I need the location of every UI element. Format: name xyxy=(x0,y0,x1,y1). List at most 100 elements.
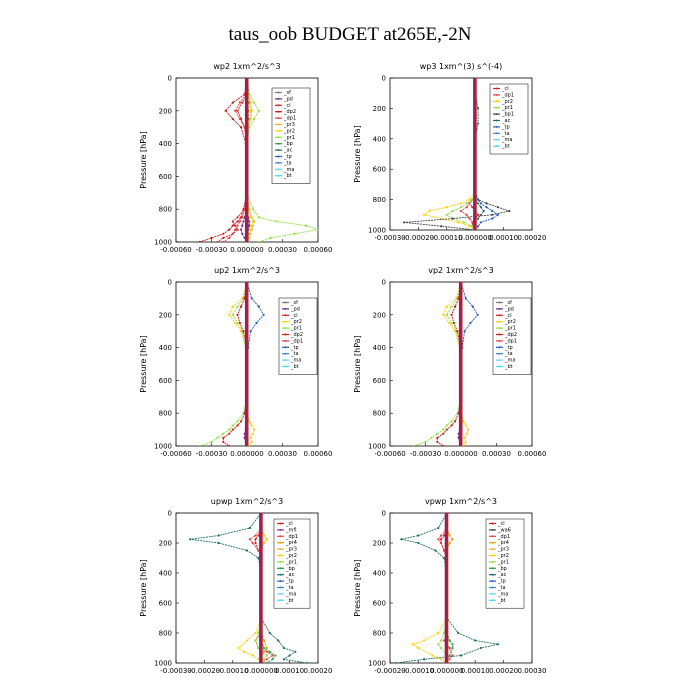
legend-label: _cl xyxy=(290,313,298,319)
data-point xyxy=(442,556,446,560)
legend-marker xyxy=(284,359,287,362)
y-tick-label: 400 xyxy=(373,135,386,143)
y-tick-label: 400 xyxy=(159,344,172,352)
data-point xyxy=(250,424,253,427)
data-point xyxy=(257,631,260,635)
data-point xyxy=(452,321,455,325)
legend-marker xyxy=(284,333,287,336)
series-line-dp2 xyxy=(436,282,462,446)
x-tick-label: 0.00020 xyxy=(489,667,518,675)
legend-label: _pr4 xyxy=(285,540,297,546)
data-point xyxy=(231,220,234,223)
data-point xyxy=(440,639,443,642)
y-axis-label: Pressure [hPa] xyxy=(353,125,362,182)
y-tick-label: 0 xyxy=(168,279,172,287)
legend-marker xyxy=(279,592,282,595)
series-group xyxy=(189,513,308,663)
legend-label: _dp2 xyxy=(290,332,303,338)
data-point xyxy=(249,436,252,439)
data-point xyxy=(459,654,463,657)
data-point xyxy=(236,424,239,427)
legend-marker xyxy=(491,599,494,602)
legend-label: _ta xyxy=(501,131,510,137)
data-point xyxy=(422,658,426,661)
legend-marker xyxy=(284,307,287,310)
legend-marker xyxy=(284,339,287,342)
series-line-pr1 xyxy=(413,282,462,446)
data-point xyxy=(394,661,397,663)
panel-title: upwp 1xm^2/s^3 xyxy=(211,497,283,506)
data-point xyxy=(222,232,225,235)
data-point xyxy=(262,534,266,537)
data-point xyxy=(249,228,252,231)
data-point xyxy=(434,549,437,552)
data-point xyxy=(445,428,448,431)
data-point xyxy=(251,208,255,211)
data-point xyxy=(210,236,213,239)
data-point xyxy=(476,213,480,216)
legend-marker xyxy=(495,93,498,96)
data-point xyxy=(508,209,511,213)
legend-marker xyxy=(491,548,494,551)
data-point xyxy=(430,436,433,439)
data-point xyxy=(277,639,280,642)
panel-title: wp3 1xm^(3) s^(-4) xyxy=(420,62,503,71)
legend-label: _bp1 xyxy=(501,112,514,118)
data-point xyxy=(459,209,463,213)
legend-label: _ac xyxy=(285,572,295,578)
y-tick-label: 0 xyxy=(382,510,386,518)
data-point xyxy=(231,313,234,316)
data-point xyxy=(254,639,257,642)
legend-marker xyxy=(277,110,280,113)
legend-label: _sf xyxy=(504,300,512,306)
data-point xyxy=(224,109,227,112)
legend-label: _cl xyxy=(497,521,505,527)
legend-label: _mfl xyxy=(285,527,297,533)
data-point xyxy=(456,330,459,333)
legend-label: _tp xyxy=(283,154,292,160)
y-tick-label: 1000 xyxy=(154,239,172,247)
data-point xyxy=(442,534,446,537)
x-tick-label: 0.000000 xyxy=(230,246,263,254)
x-tick-label: -0.00060 xyxy=(374,450,405,458)
x-tick-label: 0.00060 xyxy=(304,450,333,458)
data-point xyxy=(451,646,454,650)
data-point xyxy=(251,220,255,223)
data-point xyxy=(471,225,474,228)
x-tick-label: 0.00030 xyxy=(482,450,511,458)
data-point xyxy=(316,228,318,231)
data-point xyxy=(248,220,251,223)
legend-marker xyxy=(284,365,287,368)
x-tick-label: 0.00060 xyxy=(518,450,547,458)
legend-label: _dp1 xyxy=(504,338,517,344)
legend-label: _bt xyxy=(504,364,513,370)
legend-label: _cl xyxy=(283,103,291,109)
legend-label: _dp2 xyxy=(504,332,517,338)
data-point xyxy=(442,428,445,431)
data-point xyxy=(445,313,448,316)
legend-marker xyxy=(491,580,494,583)
x-tick-label: -0.00020 xyxy=(374,667,405,675)
data-point xyxy=(238,321,241,325)
data-point xyxy=(485,206,488,209)
data-point xyxy=(479,206,482,209)
data-point xyxy=(440,538,443,541)
x-tick-label: 0.000000 xyxy=(430,667,463,675)
data-point xyxy=(448,534,451,537)
data-point xyxy=(265,658,268,661)
data-point xyxy=(424,440,427,443)
data-point xyxy=(251,541,254,545)
x-tick-label: -0.00010 xyxy=(431,234,462,242)
data-point xyxy=(248,224,251,227)
data-point xyxy=(465,213,468,216)
legend-label: _ta xyxy=(290,351,299,357)
legend-marker xyxy=(491,541,494,544)
data-point xyxy=(451,643,454,646)
legend-marker xyxy=(491,528,494,531)
x-tick-label: 0.000000 xyxy=(244,667,277,675)
x-tick-label: 0.00020 xyxy=(518,234,547,242)
series-line-dp1 xyxy=(223,78,248,242)
data-point xyxy=(428,209,431,213)
data-point xyxy=(271,658,274,661)
y-tick-label: 400 xyxy=(373,344,386,352)
